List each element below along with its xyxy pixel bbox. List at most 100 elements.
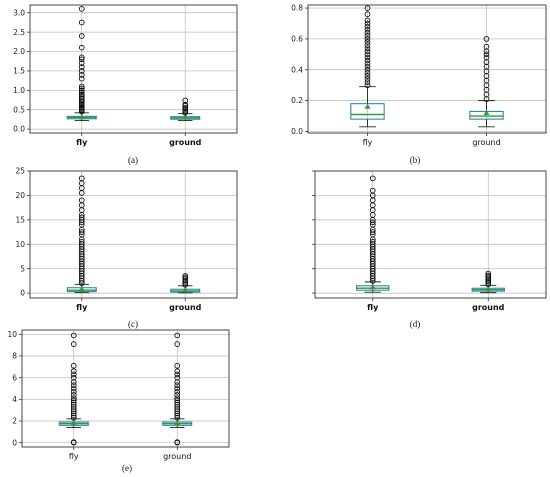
mean-marker [78, 286, 85, 292]
y-tick-label: 0.2 [291, 96, 303, 105]
outlier-point [174, 406, 181, 412]
outlier-point [174, 404, 181, 410]
outlier-point [364, 23, 371, 30]
outlier-point [369, 238, 376, 245]
outlier-point [364, 57, 371, 64]
outlier-point [78, 214, 85, 221]
x-tick-label: ground [472, 303, 505, 312]
outlier-point [78, 238, 85, 245]
y-tick-label: 20 [15, 191, 25, 200]
outlier-point [174, 362, 181, 369]
outlier-point [182, 273, 189, 279]
outlier-point [364, 54, 371, 61]
outlier-point [70, 401, 77, 408]
outlier-point [174, 371, 181, 378]
y-tick-label: 0.5 [13, 105, 25, 114]
boxplot-ground [170, 97, 201, 122]
outlier-point [70, 408, 77, 415]
boxplot-ground [469, 36, 504, 128]
outlier-point [182, 104, 189, 111]
x-tick-label: ground [169, 138, 202, 147]
chart-panel-1: 0.0 0.5 1.0 1.5 2.0 2.5 3.0 fly ground (a) [13, 4, 238, 165]
outlier-point [483, 54, 490, 61]
y-tick-label: 10 [7, 330, 17, 339]
outlier-point [174, 332, 181, 339]
panel-label: (b) [410, 155, 421, 165]
axes-frame [29, 170, 238, 299]
outlier-point [70, 332, 77, 339]
outlier-point [364, 42, 371, 48]
outlier-point [485, 272, 492, 279]
outlier-point [364, 51, 371, 58]
outlier-point [364, 39, 371, 45]
outlier-point [174, 382, 181, 389]
mean-marker [70, 420, 77, 426]
outlier-point [70, 406, 77, 412]
outlier-point [70, 379, 77, 385]
outlier-point [364, 79, 371, 85]
mean-marker [485, 286, 492, 292]
outlier-point [78, 44, 85, 51]
boxplot-fly [58, 332, 89, 446]
outlier-point [174, 397, 181, 404]
x-tick-label: ground [163, 452, 191, 461]
outlier-point [364, 26, 371, 33]
outlier-point [182, 97, 189, 104]
boxplot-ground [170, 273, 201, 294]
outlier-point [364, 82, 371, 89]
y-tick-label: 3.0 [13, 8, 25, 17]
outlier-point [364, 11, 371, 18]
outlier-point [174, 374, 181, 381]
panel-label: (d) [410, 319, 421, 329]
outlier-point [369, 229, 376, 235]
outlier-point [78, 92, 85, 99]
y-tick-label: 0 [20, 289, 25, 298]
outlier-point [174, 385, 181, 392]
axes-frame [307, 4, 547, 134]
outlier-point [78, 6, 85, 12]
mean-marker [182, 287, 189, 293]
outlier-point [174, 408, 181, 415]
outlier-point [369, 175, 376, 182]
outlier-point [174, 399, 181, 406]
outlier-point [364, 73, 371, 79]
outlier-point [78, 91, 85, 98]
outlier-point [364, 29, 371, 36]
x-tick-label: ground [169, 303, 202, 312]
y-tick-label: 2 [12, 417, 17, 426]
outlier-point [78, 83, 85, 90]
outlier-point [364, 17, 371, 24]
outlier-point [78, 175, 85, 182]
outlier-point [78, 56, 85, 63]
outlier-point [174, 414, 181, 421]
boxplot-fly [350, 5, 385, 128]
outlier-point [174, 412, 181, 419]
y-tick-label: 2.5 [13, 28, 25, 37]
outlier-point [70, 395, 77, 402]
outlier-point [78, 54, 85, 61]
outlier-point [78, 71, 85, 78]
outlier-point [78, 87, 85, 94]
y-tick-label: 0.4 [291, 65, 303, 74]
outlier-point [369, 219, 376, 226]
axes-frame [314, 170, 547, 299]
x-tick-label: fly [76, 138, 88, 147]
mean-marker [483, 109, 490, 115]
mean-marker [369, 284, 376, 290]
y-tick-label: 5 [20, 264, 25, 273]
boxplot-fly [66, 175, 97, 294]
x-tick-label: fly [363, 138, 373, 147]
chart-panel-3: 0 5 10 15 20 25 fly ground (c) [15, 167, 238, 329]
outlier-point [70, 397, 77, 404]
outlier-point [174, 392, 181, 398]
axes-frame [29, 4, 238, 134]
panel-label: (c) [128, 319, 138, 329]
mean-marker [174, 420, 181, 426]
outlier-point [70, 404, 77, 410]
y-tick-label: 0.8 [291, 4, 303, 13]
outlier-point [369, 187, 376, 194]
y-tick-label: 0.0 [13, 125, 25, 134]
outlier-point [78, 229, 85, 235]
x-tick-label: fly [76, 303, 88, 312]
